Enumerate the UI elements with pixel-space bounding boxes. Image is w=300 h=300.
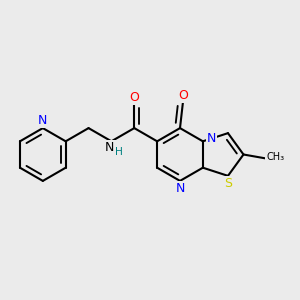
- Text: N: N: [38, 114, 47, 127]
- Text: N: N: [105, 141, 115, 154]
- Text: H: H: [115, 147, 123, 157]
- Text: O: O: [178, 89, 188, 102]
- Text: N: N: [207, 132, 216, 145]
- Text: N: N: [176, 182, 185, 195]
- Text: O: O: [129, 91, 139, 103]
- Text: S: S: [225, 177, 232, 190]
- Text: CH₃: CH₃: [266, 152, 284, 163]
